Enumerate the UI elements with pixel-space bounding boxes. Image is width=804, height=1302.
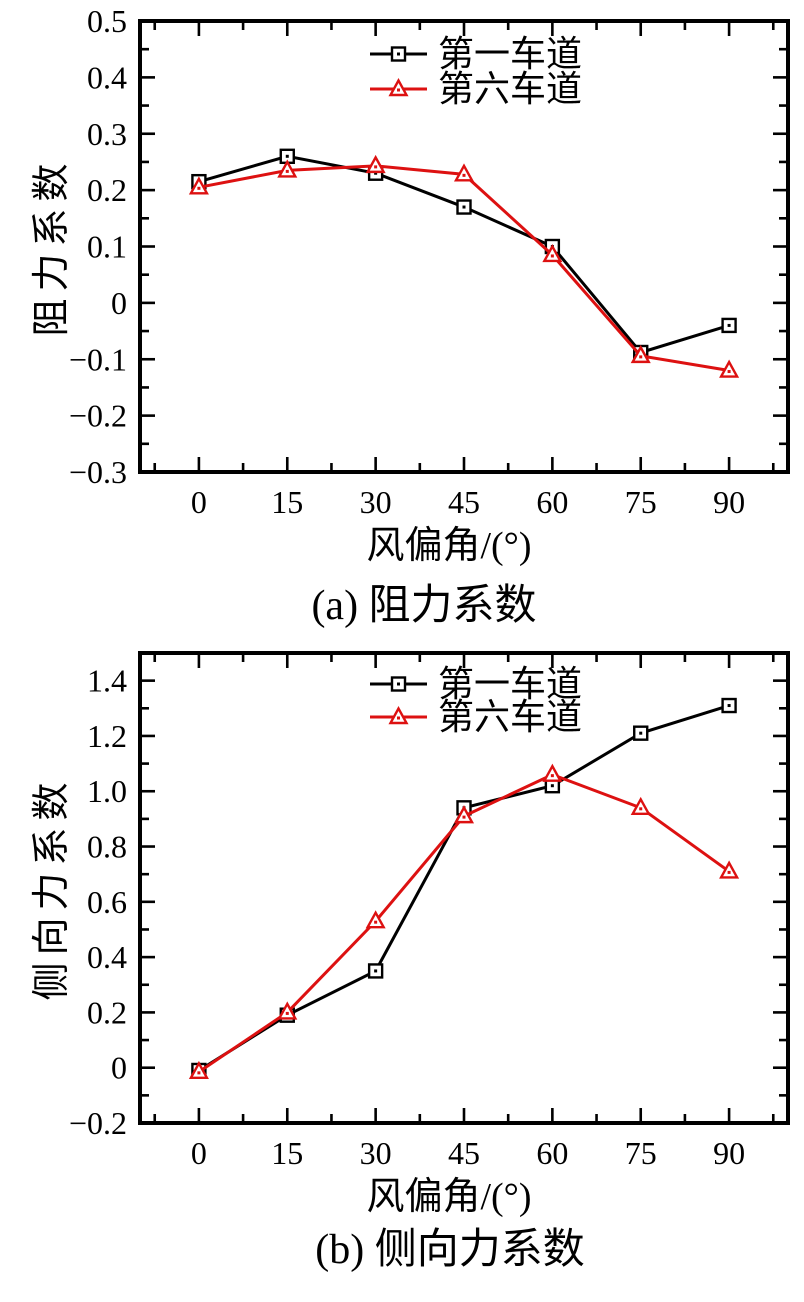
x-tick-label: 0 [191,1135,207,1171]
y-tick-label: −0.2 [69,1105,127,1141]
legend-item-第一车道: 第一车道 [370,34,582,74]
marker-triangle-point [542,243,563,263]
x-tick-label: 90 [713,484,745,520]
chart-b-figure: 0 15 30 45 60 75 90 1.4 1.2 1.0 0.8 0.6 0.4 0.2 0 −0.2 风… [0,640,804,1302]
y-tick-label: 0.4 [87,59,127,95]
marker-triangle-point [719,860,740,879]
legend-label: 第一车道 [438,664,582,704]
marker-triangle-point [365,910,386,929]
marker-triangle-point [277,159,298,178]
series-line [198,154,730,355]
y-tick-label: −0.3 [69,454,127,490]
legend-label: 第六车道 [438,697,582,737]
x-tick-label: 30 [360,1135,392,1171]
x-tick-label: 45 [448,1135,480,1171]
axis-ticks [140,19,788,474]
marker-triangle-point [630,344,651,364]
legend-label: 第六车道 [438,69,582,109]
y-tick-label: 0.4 [87,939,127,975]
x-tick-label: 90 [713,1135,745,1171]
marker-triangle-point [188,1060,209,1080]
marker-square-point [721,697,737,714]
series-line [198,704,730,1072]
chart-a-figure: 0 15 30 45 60 75 90 0.5 0.4 0.3 0.2 0.1 0 −0.1 −0.2 −0.… [0,0,804,640]
tick-labels: 0 15 30 45 60 75 90 1.4 1.2 1.0 0.8 0.6 0.4 0.2 0 −0.2 [69,663,745,1171]
y-tick-label: 0.3 [87,116,127,152]
x-tick-label: 60 [536,484,568,520]
y-tick-label: 0.2 [87,994,127,1030]
y-tick-label: 0.2 [87,172,127,208]
x-tick-label: 15 [271,484,303,520]
marker-triangle-legend [388,706,409,725]
y-tick-label: 1.4 [87,663,127,699]
chart-b-caption: (b) 侧向力系数 [315,1227,585,1273]
legend-label: 第一车道 [438,34,582,74]
marker-triangle-point [188,176,209,195]
marker-triangle-point [719,359,740,378]
marker-square-legend [390,676,407,692]
x-axis-title: 风偏角/(°) [366,525,531,567]
marker-triangle-point [365,154,386,174]
x-tick-label: 60 [536,1135,568,1171]
x-tick-label: 15 [271,1135,303,1171]
tick-labels: 0 15 30 45 60 75 90 0.5 0.4 0.3 0.2 0.1 0 −0.1 −0.2 −0.… [69,3,745,520]
y-tick-label: −0.1 [69,341,127,377]
legend-item-第一车道: 第一车道 [370,664,582,704]
y-axis-title: 阻力系数 [31,156,73,336]
chart-b-canvas: 0 15 30 45 60 75 90 1.4 1.2 1.0 0.8 0.6 0.4 0.2 0 −0.2 风… [31,651,790,1218]
x-tick-label: 75 [625,1135,657,1171]
y-tick-label: 0.1 [87,229,127,265]
y-tick-label: 0 [111,1050,127,1086]
marker-triangle-point [453,805,475,824]
y-axis-title: 侧向力系数 [31,775,73,1000]
marker-square-legend [390,46,407,62]
y-tick-label: 1.0 [87,773,127,809]
legend-item-第六车道: 第六车道 [370,69,582,109]
marker-triangle-point [542,763,563,782]
x-tick-label: 75 [625,484,657,520]
marker-square-point [633,725,649,741]
y-tick-label: 1.2 [87,718,127,754]
series-第六车道 [188,154,740,378]
marker-triangle-point [630,796,651,816]
marker-triangle-point [453,163,475,182]
y-tick-label: 0.5 [87,3,127,39]
marker-triangle-legend [388,78,409,97]
y-tick-label: 0 [111,285,127,321]
y-tick-label: −0.2 [69,398,127,434]
x-tick-label: 30 [360,484,392,520]
marker-triangle-point [277,1001,298,1020]
chart-a-caption: (a) 阻力系数 [311,583,537,629]
marker-square-point [721,317,737,334]
legend-item-第六车道: 第六车道 [370,697,582,737]
x-tick-label: 45 [448,484,480,520]
x-axis-title: 风偏角/(°) [366,1176,531,1218]
series-第六车道 [188,763,740,1080]
axis-ticks [140,653,788,1125]
marker-square-point [456,199,472,215]
marker-square-point [367,963,384,979]
x-tick-label: 0 [191,484,207,520]
series-line [198,164,730,373]
y-tick-label: 0.8 [87,829,127,865]
chart-a-canvas: 0 15 30 45 60 75 90 0.5 0.4 0.3 0.2 0.1 0 −0.1 −0.2 −0.… [31,3,790,567]
y-tick-label: 0.6 [87,884,127,920]
